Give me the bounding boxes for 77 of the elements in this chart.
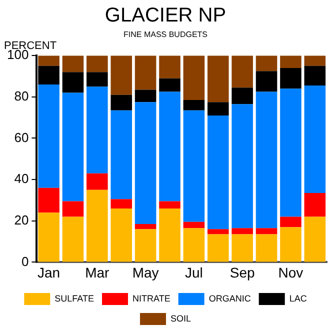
bar: [207, 229, 229, 234]
bar: [110, 94, 132, 110]
bar: [280, 216, 302, 228]
bar: [280, 88, 302, 217]
bar: [256, 92, 278, 228]
bar: [38, 56, 60, 66]
bar: [110, 110, 132, 200]
x-tick-label: Jan: [37, 264, 60, 280]
x-tick-label: Nov: [278, 264, 304, 280]
bar: [256, 234, 278, 262]
bar: [86, 86, 108, 174]
bar: [207, 102, 229, 116]
bar: [256, 71, 278, 92]
bar: [280, 227, 302, 262]
bar: [207, 116, 229, 230]
bar: [62, 56, 84, 72]
y-tick-label: 0: [21, 254, 29, 269]
bar: [134, 90, 156, 102]
bar: [183, 56, 205, 100]
bar: [38, 188, 60, 213]
bar: [183, 110, 205, 222]
bar: [159, 208, 180, 262]
legend-label: NITRATE: [132, 293, 170, 304]
x-tick-label: May: [132, 264, 159, 280]
bar: [110, 56, 132, 95]
y-tick-label: 40: [14, 171, 29, 186]
bar: [62, 92, 84, 202]
bar: [304, 66, 326, 86]
bar: [304, 192, 326, 217]
bar: [207, 234, 229, 262]
chart-title: GLACIER NP: [104, 4, 226, 27]
bar: [159, 201, 180, 208]
bar: [256, 228, 278, 234]
bar: [183, 222, 205, 228]
bar: [183, 228, 205, 262]
legend-label: SOIL: [170, 313, 192, 324]
bar: [86, 190, 108, 262]
x-tick-label: Sep: [230, 264, 255, 280]
bar: [62, 216, 84, 262]
bar: [134, 224, 156, 230]
bar: [110, 208, 132, 262]
bar: [232, 234, 253, 262]
bar: [62, 201, 84, 217]
bar: [159, 56, 180, 78]
bar: [232, 228, 253, 234]
y-tick-label: 60: [14, 130, 29, 145]
bar: [134, 229, 156, 262]
bar: [38, 212, 60, 262]
bar: [304, 56, 326, 66]
bar: [86, 72, 108, 87]
chart-subtitle: FINE MASS BUDGETS: [123, 30, 208, 40]
bar: [280, 56, 302, 68]
bar: [304, 86, 326, 193]
bar: [256, 56, 278, 72]
y-tick-label: 80: [14, 88, 29, 104]
x-tick-label: Jul: [184, 264, 203, 280]
bar: [280, 68, 302, 89]
bar: [159, 92, 180, 202]
bar: [86, 173, 108, 190]
bar: [62, 72, 84, 93]
bar: [110, 199, 132, 208]
bar: [183, 100, 205, 110]
bar: [134, 56, 156, 90]
bar: [232, 104, 253, 228]
bar: [304, 216, 326, 262]
bar: [38, 84, 60, 188]
bar: [232, 56, 253, 88]
legend-label: SULFATE: [54, 293, 94, 304]
bar: [207, 56, 229, 102]
x-tick-label: Mar: [85, 264, 110, 280]
legend-label: LAC: [289, 293, 308, 304]
y-tick-label: 20: [14, 212, 29, 228]
bar: [232, 88, 253, 104]
bar: [159, 78, 180, 92]
bar: [86, 56, 108, 72]
bar: [134, 102, 156, 224]
legend-label: ORGANIC: [208, 293, 252, 304]
